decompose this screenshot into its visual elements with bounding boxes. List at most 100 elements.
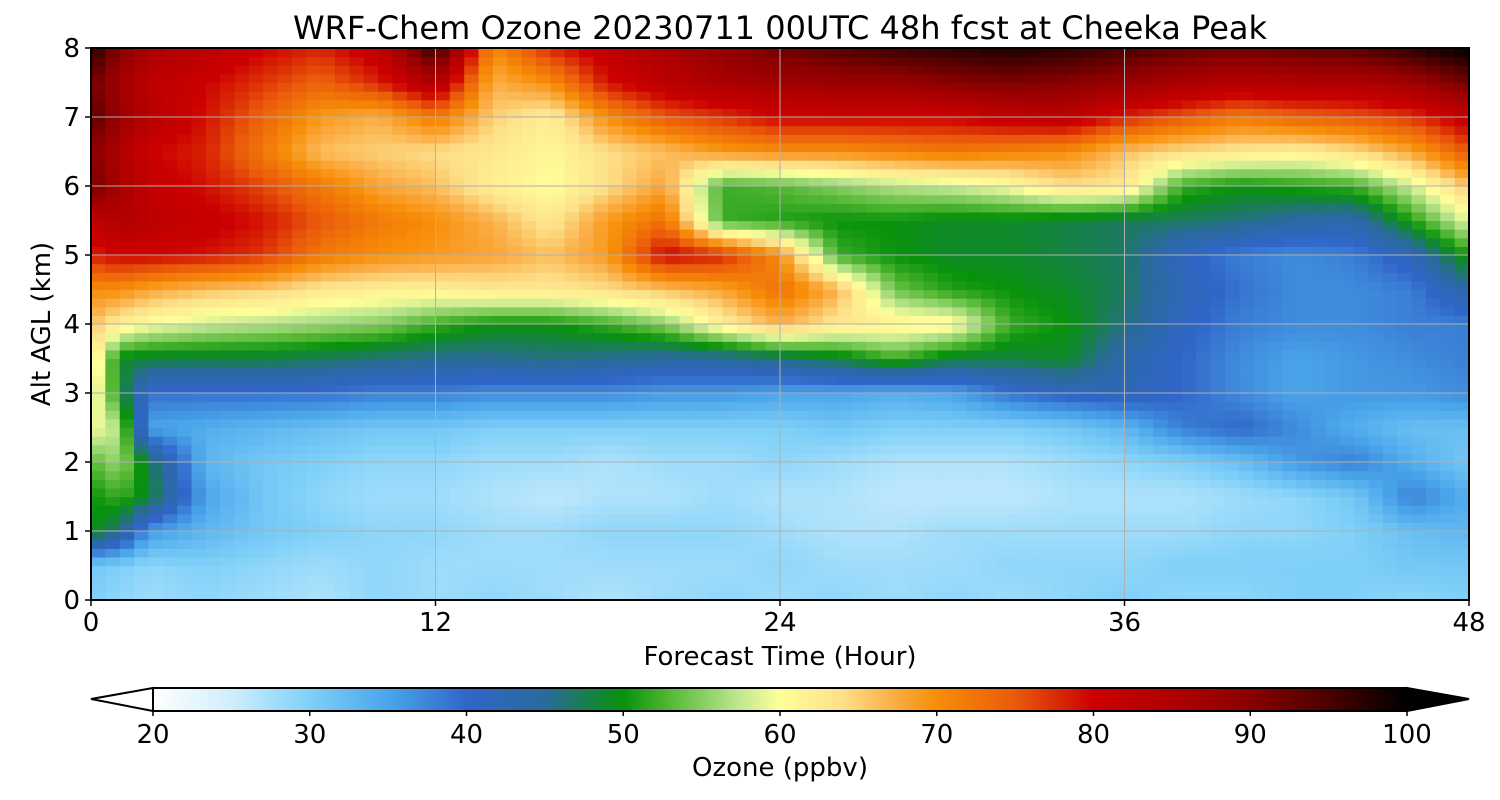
heatmap-cell xyxy=(220,306,236,316)
heatmap-cell xyxy=(1110,341,1126,351)
heatmap-cell xyxy=(1124,255,1140,265)
heatmap-cell xyxy=(535,531,551,541)
heatmap-cell xyxy=(435,565,451,575)
heatmap-cell xyxy=(1067,168,1083,178)
heatmap-cell xyxy=(1296,168,1312,178)
heatmap-cell xyxy=(177,203,193,213)
heatmap-cell xyxy=(1339,246,1355,256)
heatmap-cell xyxy=(306,237,322,247)
heatmap-cell xyxy=(1052,565,1068,575)
heatmap-cell xyxy=(1354,306,1370,316)
heatmap-cell xyxy=(823,324,839,334)
heatmap-cell xyxy=(507,186,523,196)
heatmap-cell xyxy=(162,306,178,316)
heatmap-cell xyxy=(1167,548,1183,558)
heatmap-cell xyxy=(851,177,867,187)
heatmap-cell xyxy=(1253,246,1269,256)
heatmap-cell xyxy=(1110,401,1126,411)
heatmap-cell xyxy=(234,462,250,472)
heatmap-cell xyxy=(507,203,523,213)
heatmap-cell xyxy=(492,427,508,437)
heatmap-cell xyxy=(335,306,350,316)
heatmap-cell xyxy=(1009,401,1025,411)
heatmap-cell xyxy=(1425,203,1441,213)
heatmap-cell xyxy=(1382,255,1398,265)
heatmap-cell xyxy=(1382,565,1398,575)
heatmap-cell xyxy=(148,539,164,549)
heatmap-cell xyxy=(1067,496,1083,506)
heatmap-cell xyxy=(1239,211,1255,222)
heatmap-cell xyxy=(464,298,480,308)
heatmap-cell xyxy=(478,539,494,549)
heatmap-cell xyxy=(866,384,882,394)
heatmap-cell xyxy=(952,186,968,196)
heatmap-cell xyxy=(851,565,867,575)
heatmap-cell xyxy=(91,186,106,196)
heatmap-cell xyxy=(995,367,1011,377)
heatmap-cell xyxy=(363,332,379,342)
heatmap-cell xyxy=(1038,332,1054,342)
heatmap-cell xyxy=(1181,160,1197,170)
heatmap-cell xyxy=(478,280,494,291)
heatmap-cell xyxy=(794,194,810,204)
heatmap-cell xyxy=(464,229,480,239)
heatmap-cell xyxy=(492,237,508,247)
heatmap-cell xyxy=(1052,375,1068,385)
heatmap-cell xyxy=(923,436,939,446)
heatmap-cell xyxy=(1024,203,1039,213)
heatmap-cell xyxy=(1167,384,1183,394)
heatmap-cell xyxy=(1095,177,1111,187)
heatmap-cell xyxy=(622,168,638,178)
heatmap-cell xyxy=(1196,177,1212,187)
heatmap-cell xyxy=(909,151,925,161)
heatmap-cell xyxy=(1354,263,1370,273)
heatmap-cell xyxy=(1354,574,1370,584)
heatmap-cell xyxy=(1009,194,1025,204)
heatmap-cell xyxy=(894,462,910,472)
heatmap-cell xyxy=(205,358,221,368)
heatmap-cell xyxy=(478,211,494,222)
heatmap-cell xyxy=(1325,522,1341,532)
heatmap-cell xyxy=(751,289,767,299)
heatmap-cell xyxy=(693,479,709,489)
heatmap-cell xyxy=(421,324,437,334)
heatmap-cell xyxy=(363,229,379,239)
heatmap-cell xyxy=(392,177,408,187)
heatmap-cell xyxy=(1009,375,1025,385)
heatmap-cell xyxy=(1181,151,1197,161)
heatmap-cell xyxy=(478,246,494,256)
heatmap-cell xyxy=(1440,289,1456,299)
heatmap-cell xyxy=(1138,418,1154,429)
heatmap-cell xyxy=(521,427,537,437)
heatmap-cell xyxy=(1224,462,1240,472)
heatmap-cell xyxy=(119,168,135,178)
heatmap-cell xyxy=(1382,487,1398,498)
heatmap-cell xyxy=(205,341,221,351)
heatmap-cell xyxy=(248,324,264,334)
heatmap-cell xyxy=(177,246,193,256)
heatmap-cell xyxy=(91,496,106,506)
heatmap-cell xyxy=(1081,349,1097,360)
heatmap-cell xyxy=(263,255,279,265)
heatmap-cell xyxy=(923,427,939,437)
heatmap-cell xyxy=(966,427,982,437)
heatmap-cell xyxy=(765,496,781,506)
heatmap-cell xyxy=(1067,384,1083,394)
heatmap-cell xyxy=(392,384,408,394)
heatmap-cell xyxy=(449,358,465,368)
heatmap-cell xyxy=(780,246,795,256)
heatmap-cell xyxy=(1224,203,1240,213)
heatmap-cell xyxy=(794,410,810,420)
heatmap-cell xyxy=(823,298,839,308)
heatmap-cell xyxy=(751,470,767,480)
heatmap-cell xyxy=(263,367,279,377)
heatmap-cell xyxy=(579,487,594,498)
heatmap-cell xyxy=(665,341,681,351)
heatmap-cell xyxy=(1138,505,1154,515)
heatmap-cell xyxy=(291,522,307,532)
heatmap-cell xyxy=(1009,384,1025,394)
heatmap-cell xyxy=(823,505,839,515)
heatmap-cell xyxy=(1296,341,1312,351)
heatmap-cell xyxy=(736,470,752,480)
heatmap-cell xyxy=(1196,280,1212,291)
